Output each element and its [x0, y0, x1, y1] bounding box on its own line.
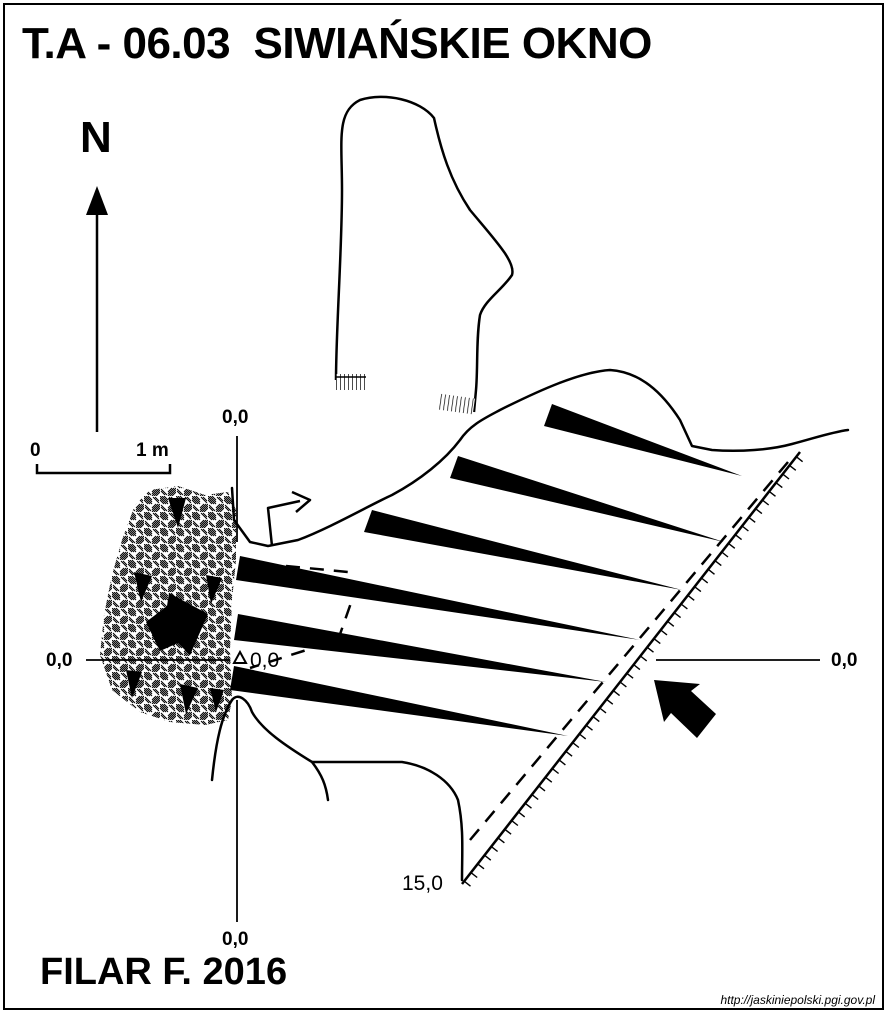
- cliff-tick: [599, 707, 607, 714]
- map-title: T.A - 06.03 SIWIAŃSKIE OKNO: [22, 19, 652, 68]
- cliff-tick: [612, 690, 621, 697]
- cliff-tick: [789, 464, 797, 471]
- cliff-tick: [484, 854, 492, 861]
- cliff-tick: [545, 776, 553, 783]
- section-label-left: 0,0: [46, 650, 73, 671]
- cliff-tick: [585, 724, 593, 731]
- cliff-tick: [782, 473, 790, 480]
- cliff-tick: [755, 508, 763, 515]
- approach-arrow-icon: [654, 680, 716, 738]
- scale-bar: [35, 464, 172, 475]
- cliff-tick: [572, 742, 580, 749]
- cliff-tick: [470, 872, 478, 879]
- cliff-tick: [653, 638, 661, 645]
- cliff-tick: [707, 568, 715, 575]
- entrance-arrow-icon: [146, 593, 208, 655]
- cliff-tick: [667, 620, 675, 627]
- lower-point-label: 15,0: [402, 872, 443, 895]
- source-link[interactable]: http://jaskiniepolski.pgi.gov.pl: [720, 993, 875, 1007]
- section-label-right: 0,0: [831, 650, 858, 671]
- cave-outline: [210, 368, 850, 882]
- cliff-tick: [558, 759, 566, 766]
- cliff-tick: [504, 828, 512, 835]
- drip-line: [249, 461, 789, 841]
- cliff-tick: [477, 863, 485, 870]
- north-label: N: [80, 113, 112, 162]
- section-label-bottom: 0,0: [222, 929, 249, 950]
- cliff-tick: [680, 603, 688, 610]
- cliff-tick: [497, 837, 505, 844]
- cliff-tick: [673, 612, 682, 619]
- cliff-edge: [461, 451, 804, 887]
- cliff-tick: [524, 802, 532, 809]
- cliff-tick: [463, 880, 471, 887]
- cliff-tick: [768, 490, 776, 497]
- cliff-tick: [714, 560, 722, 567]
- cliff-tick: [606, 698, 614, 705]
- cliff-tick: [660, 629, 668, 636]
- cliff-tick: [687, 594, 695, 601]
- north-arrow-icon: [86, 186, 108, 432]
- cliff-tick: [551, 768, 560, 775]
- cliff-tick: [633, 664, 641, 671]
- scale-start-label: 0: [30, 440, 41, 461]
- passage-arrow-icon: [266, 490, 312, 547]
- cliff-tick: [694, 586, 702, 593]
- slope-wedges: [230, 404, 742, 736]
- cliff-tick: [728, 542, 736, 549]
- cliff-tick: [795, 456, 804, 463]
- cliff-tick: [578, 733, 587, 740]
- cliff-tick: [741, 525, 749, 532]
- cliff-tick: [531, 794, 539, 801]
- cliff-tick: [700, 577, 709, 584]
- cliff-tick: [490, 846, 499, 853]
- cliff-tick: [565, 750, 573, 757]
- datum-triangle-icon: [232, 649, 248, 664]
- cliff-tick: [761, 499, 770, 506]
- cliff-tick: [619, 681, 627, 688]
- section-label-top: 0,0: [222, 407, 249, 428]
- scale-end-label: 1 m: [136, 440, 169, 461]
- cliff-tick: [734, 534, 743, 541]
- cliff-tick: [538, 785, 546, 792]
- cliff-tick: [511, 820, 519, 827]
- cliff-tick: [748, 516, 756, 523]
- cliff-tick: [592, 716, 600, 723]
- cliff-tick: [646, 646, 654, 653]
- upper-chamber: [334, 95, 514, 415]
- section-lines: [86, 436, 820, 922]
- author-credit: FILAR F. 2016: [40, 951, 288, 993]
- cliff-tick: [639, 655, 648, 662]
- datum-point-label: 0,0: [250, 649, 280, 672]
- cliff-tick: [517, 811, 526, 818]
- cliff-tick: [775, 482, 783, 489]
- cliff-tick: [721, 551, 729, 558]
- cliff-tick: [626, 672, 634, 679]
